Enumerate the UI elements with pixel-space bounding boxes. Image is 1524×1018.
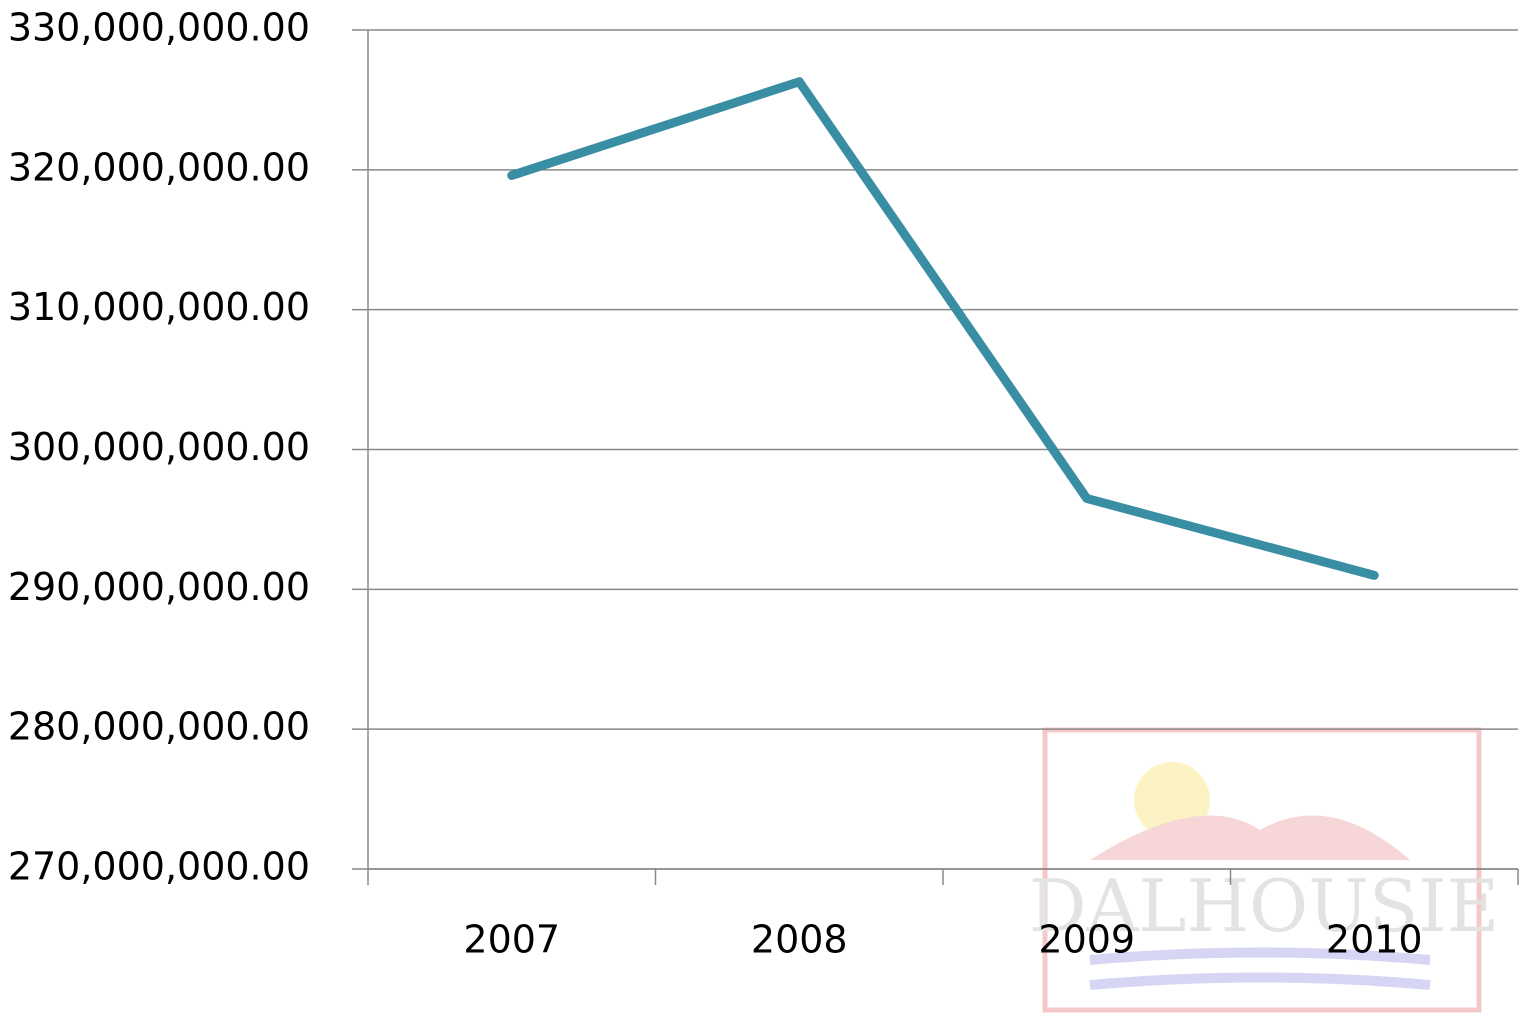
y-tick-label: 290,000,000.00 xyxy=(8,565,310,609)
chart: DALHOUSIE 270,000,000.00280,000,000.0029… xyxy=(0,0,1524,1018)
x-tick-label: 2008 xyxy=(751,918,848,962)
line xyxy=(512,82,1375,576)
y-tick-label: 300,000,000.00 xyxy=(8,425,310,469)
watermark-hills xyxy=(1090,815,1410,860)
y-tick-label: 320,000,000.00 xyxy=(8,145,310,189)
x-tick-label: 2007 xyxy=(463,918,560,962)
y-tick-label: 270,000,000.00 xyxy=(8,845,310,889)
y-tick-label: 280,000,000.00 xyxy=(8,705,310,749)
x-tick-label: 2009 xyxy=(1038,918,1135,962)
y-tick-label: 310,000,000.00 xyxy=(8,285,310,329)
y-tick-label: 330,000,000.00 xyxy=(8,6,310,50)
x-tick-label: 2010 xyxy=(1326,918,1423,962)
